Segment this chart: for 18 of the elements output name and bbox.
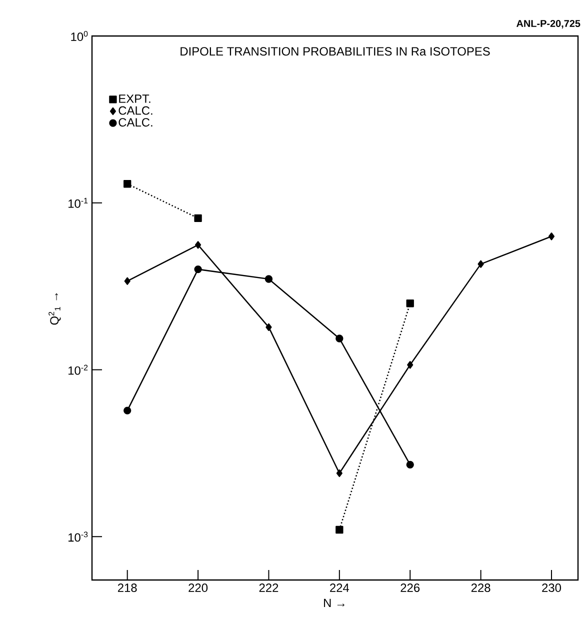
x-tick-label: 222: [259, 584, 278, 592]
legend-label: EXPT.: [119, 94, 150, 103]
x-tick-label: 220: [188, 584, 208, 592]
text: DIPOLE TRANSITION PROBABILITIES IN Ra ISOTOPES: [180, 47, 490, 56]
legend-label: CALC.: [118, 118, 152, 127]
x-tick-label: 230: [542, 584, 562, 592]
text: ANL-P-20,725: [516, 20, 580, 28]
x-tick-label: 218: [118, 584, 137, 592]
y-tick-label: 10$^{0}$: [71, 30, 88, 41]
y-tick-label: 10$^{-3}$: [68, 532, 88, 542]
legend-label: CALC.: [118, 106, 152, 115]
x-axis-title: N →: [324, 598, 345, 608]
x-tick-label: 224: [330, 584, 350, 592]
x-tick-label: 228: [471, 584, 490, 592]
x-tick-label: 226: [400, 584, 420, 592]
y-tick-label: 10$^{-2}$: [68, 364, 88, 375]
y-axis-title: Q$^{2}$$_{1}$ →: [48, 293, 61, 325]
y-tick-label: 10$^{-1}$: [68, 198, 88, 208]
